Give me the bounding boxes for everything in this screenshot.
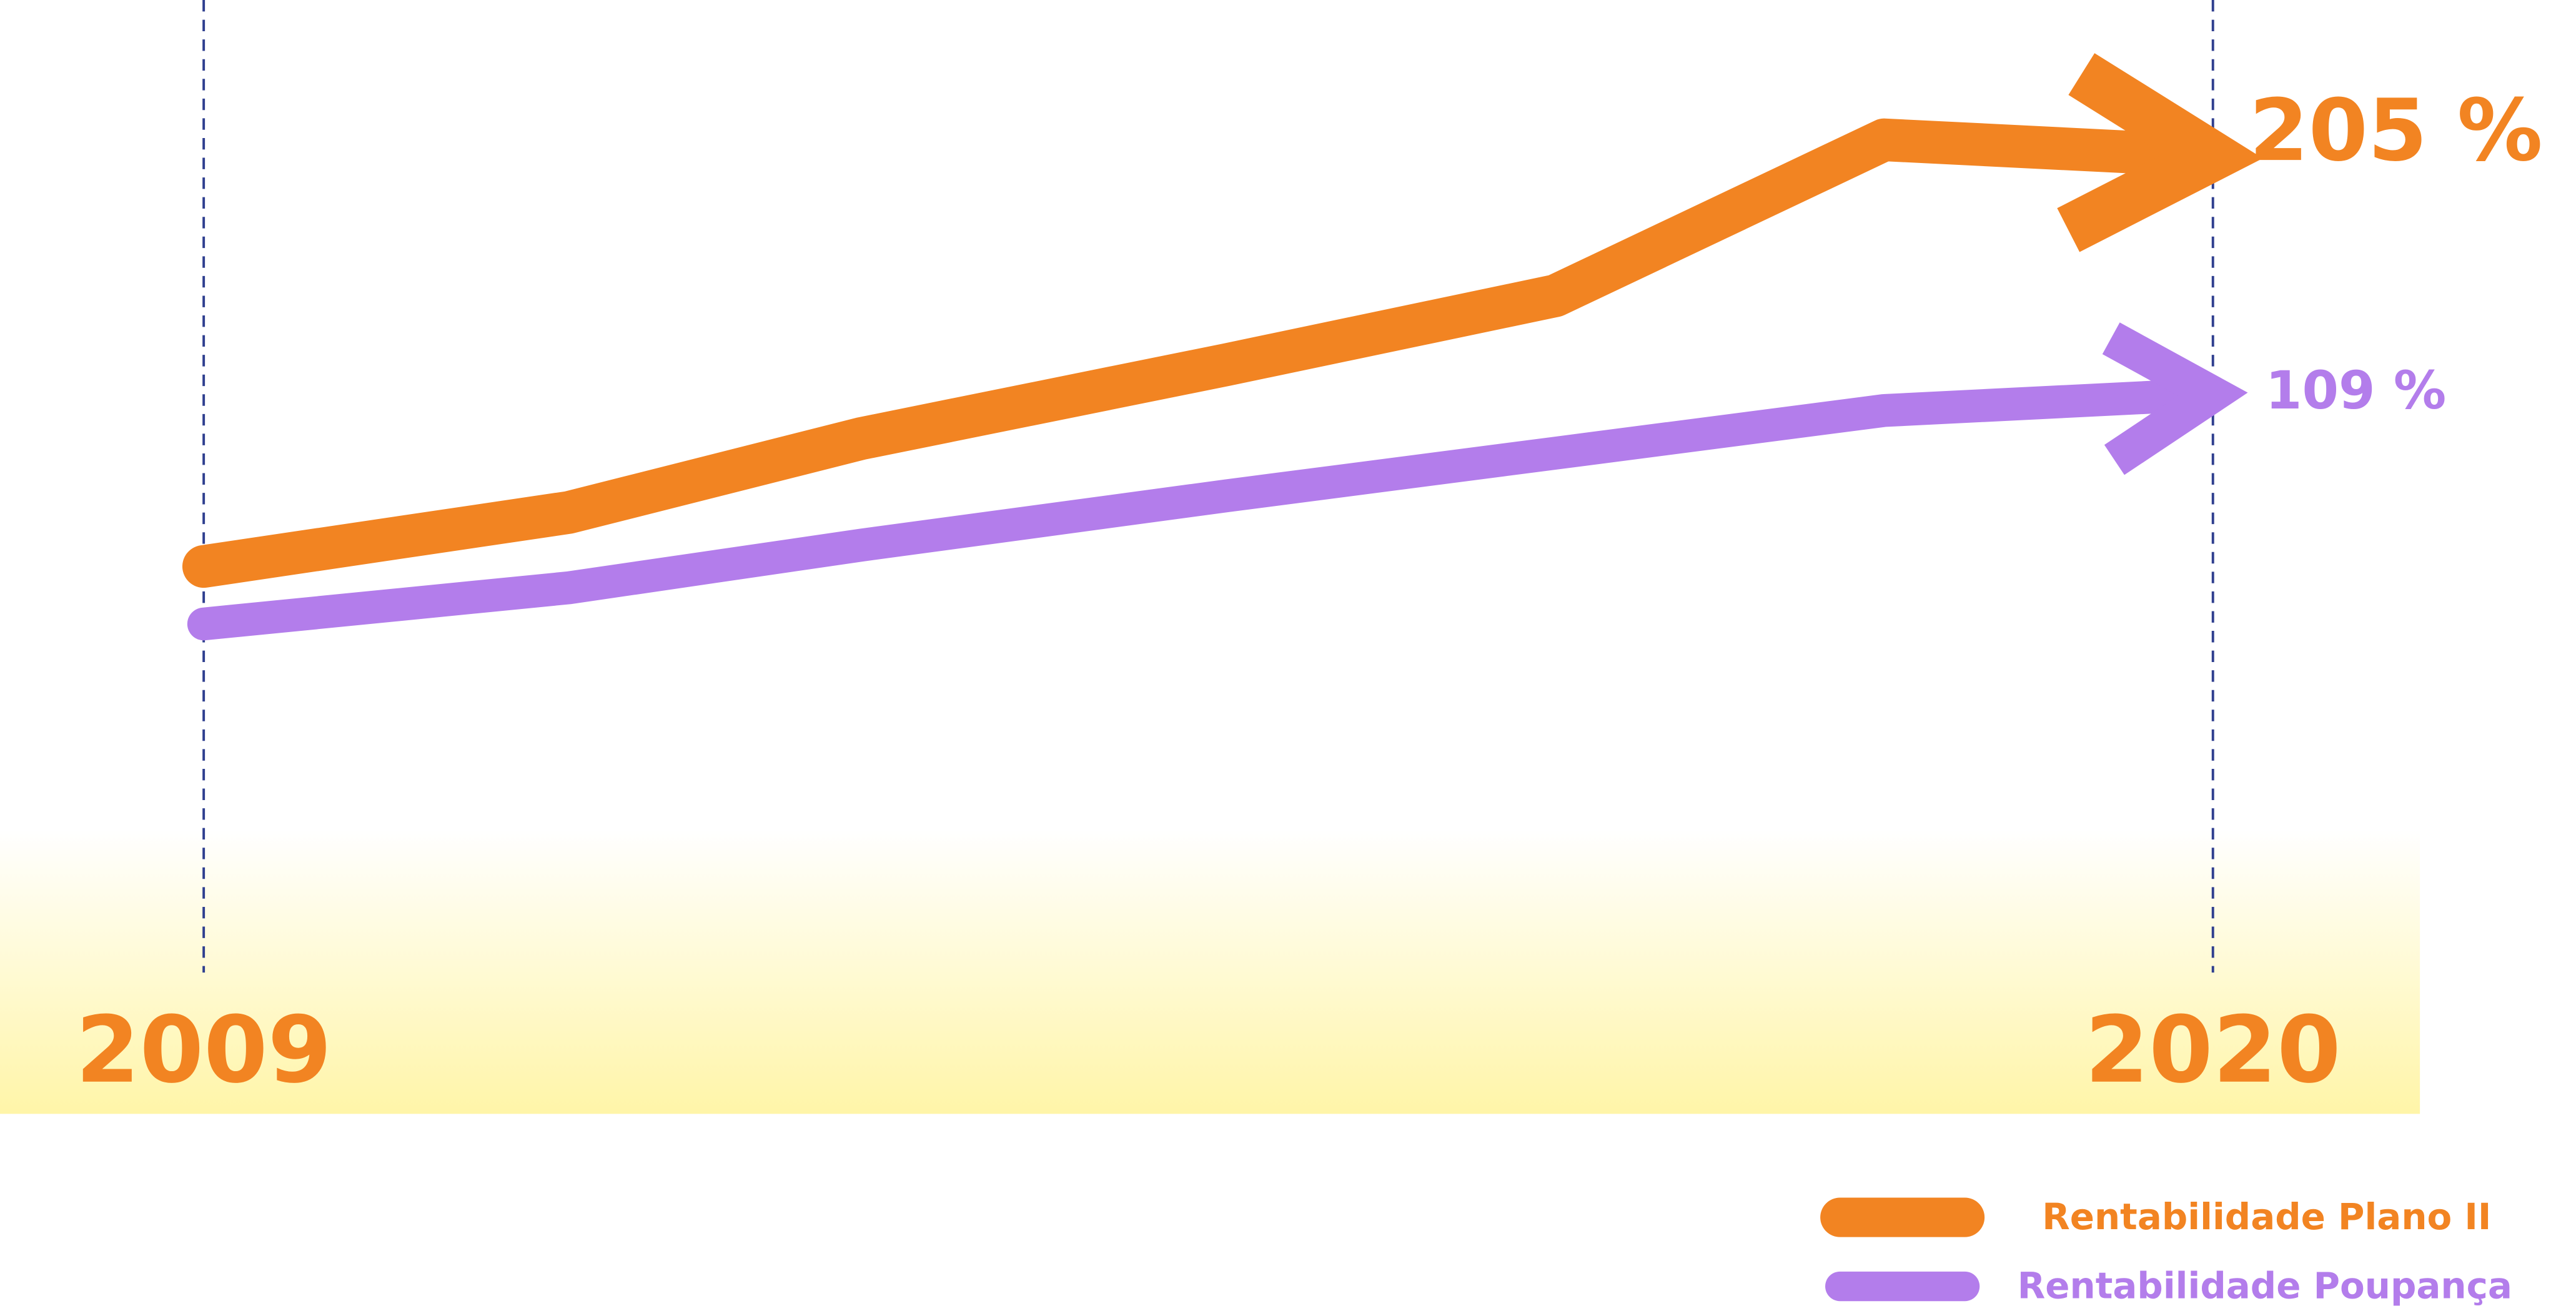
- value-label: 109 %: [2266, 360, 2446, 421]
- x-tick-label: 2009: [76, 996, 332, 1104]
- series-line: [182, 118, 2234, 588]
- legend-label: Rentabilidade Plano II: [2042, 1195, 2491, 1238]
- legend-label: Rentabilidade Poupança: [2018, 1264, 2512, 1307]
- x-tick-label: 2020: [2085, 996, 2341, 1104]
- arrow-head: [2057, 53, 2263, 252]
- value-label: 205 %: [2249, 81, 2543, 181]
- series-line: [187, 377, 2230, 641]
- background-band: [0, 829, 2420, 1114]
- arrow-head: [2102, 322, 2248, 475]
